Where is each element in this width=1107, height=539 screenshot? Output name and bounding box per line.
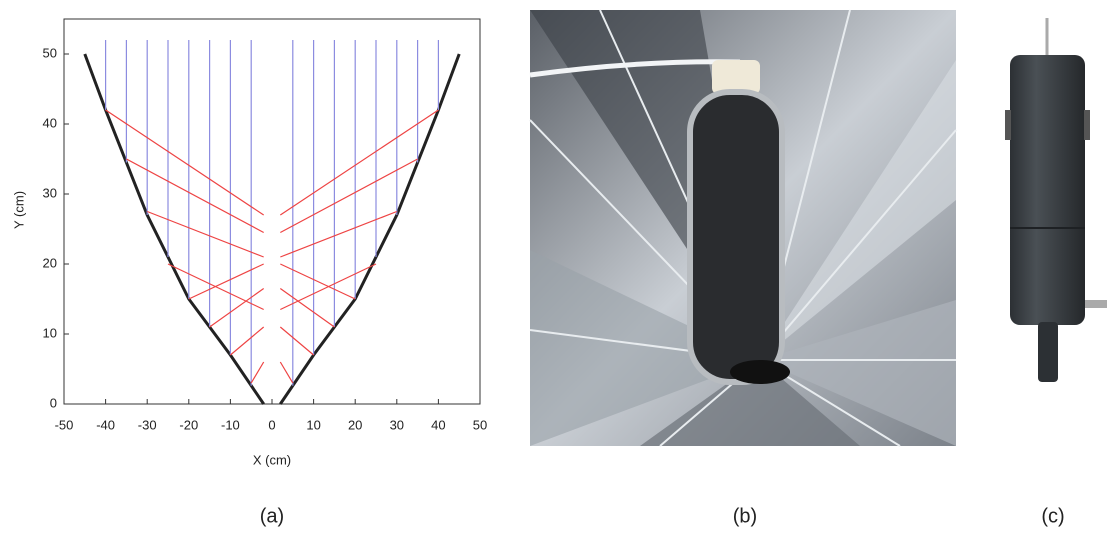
y-tick-label: 40 (43, 115, 57, 130)
caption: (a) (260, 505, 284, 527)
x-tick-label: 10 (306, 417, 320, 432)
y-tick-label: 10 (43, 325, 57, 340)
x-tick-label: -10 (221, 417, 240, 432)
x-tick-label: -20 (179, 417, 198, 432)
series-line (105, 109, 439, 384)
series-line (105, 40, 439, 386)
caption: (b) (733, 505, 757, 527)
y-axis-label: Y (cm) (11, 191, 26, 229)
y-tick-label: 50 (43, 45, 57, 60)
y-tick-label: 20 (43, 255, 57, 270)
rendering (1005, 18, 1107, 382)
x-tick-label: 30 (390, 417, 404, 432)
x-tick-label: -40 (96, 417, 115, 432)
x-tick-label: 20 (348, 417, 362, 432)
x-tick-label: 40 (431, 417, 445, 432)
x-tick-label: -30 (138, 417, 157, 432)
series-line (83, 53, 461, 405)
x-tick-label: -50 (55, 417, 74, 432)
y-tick-label: 30 (43, 185, 57, 200)
caption: (c) (1041, 505, 1064, 527)
photo (529, 9, 957, 447)
x-tick-label: 0 (268, 417, 275, 432)
x-tick-label: 50 (473, 417, 487, 432)
y-tick-label: 0 (50, 395, 57, 410)
x-axis-label: X (cm) (253, 452, 291, 467)
